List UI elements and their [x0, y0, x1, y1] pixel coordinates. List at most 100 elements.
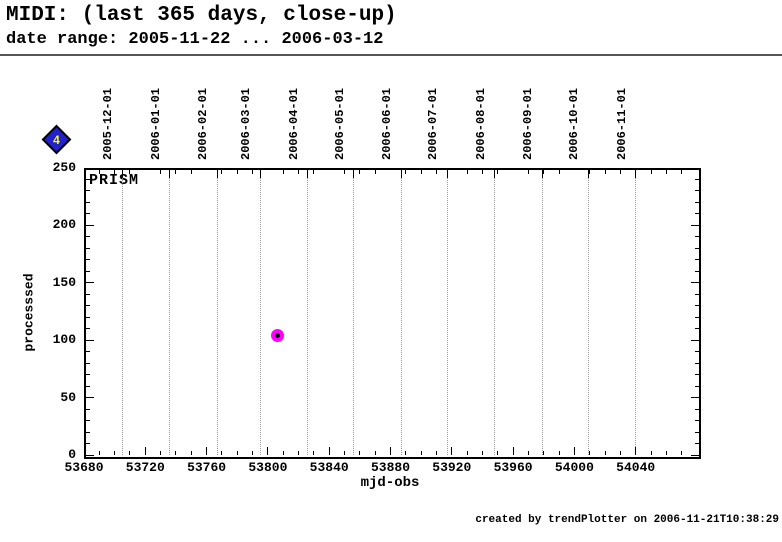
x-tick-label: 53680 — [64, 460, 104, 475]
top-minor-tick — [129, 170, 131, 174]
top-axis-date-label: 2006-09-01 — [521, 87, 536, 160]
top-axis-date-label: 2005-12-01 — [101, 87, 116, 160]
bottom-minor-tick — [435, 451, 437, 455]
x-axis-title: mjd-obs — [360, 475, 420, 491]
x-tick-label: 53960 — [493, 460, 533, 475]
top-minor-tick — [435, 170, 437, 174]
month-gridline — [169, 170, 171, 455]
top-major-tick — [307, 170, 309, 178]
top-major-tick — [121, 170, 123, 178]
left-minor-tick — [86, 259, 90, 261]
top-minor-tick — [497, 170, 499, 174]
right-major-tick — [691, 397, 699, 399]
y-axis-title: processsed — [21, 273, 37, 352]
top-axis-date-label: 2006-05-01 — [332, 87, 347, 160]
x-tick-label: 53800 — [248, 460, 288, 475]
bottom-major-tick — [144, 447, 146, 455]
right-minor-tick — [695, 259, 699, 261]
top-axis-date-label: 2006-03-01 — [239, 87, 254, 160]
x-tick-label: 54040 — [616, 460, 656, 475]
top-major-tick — [259, 170, 261, 178]
left-minor-tick — [86, 328, 90, 330]
bottom-minor-tick — [558, 451, 560, 455]
right-major-tick — [691, 282, 699, 284]
y-tick-label: 250 — [52, 160, 76, 175]
month-gridline — [307, 170, 309, 455]
month-gridline — [353, 170, 355, 455]
bottom-minor-tick — [359, 451, 361, 455]
top-minor-tick — [466, 170, 468, 174]
top-minor-tick — [589, 170, 591, 174]
top-minor-tick — [481, 170, 483, 174]
top-major-tick — [541, 170, 543, 178]
right-minor-tick — [695, 374, 699, 376]
month-gridline — [121, 170, 123, 455]
left-major-tick — [86, 397, 94, 399]
bottom-minor-tick — [619, 451, 621, 455]
top-minor-tick — [665, 170, 667, 174]
top-minor-tick — [650, 170, 652, 174]
bottom-minor-tick — [374, 451, 376, 455]
left-minor-tick — [86, 362, 90, 364]
bottom-minor-tick — [252, 451, 254, 455]
left-minor-tick — [86, 293, 90, 295]
date-range-subtitle: date range: 2005-11-22 ... 2006-03-12 — [6, 30, 384, 49]
right-minor-tick — [695, 385, 699, 387]
bottom-minor-tick — [236, 451, 238, 455]
top-minor-tick — [604, 170, 606, 174]
bottom-minor-tick — [650, 451, 652, 455]
y-tick-label: 200 — [52, 217, 76, 233]
left-minor-tick — [86, 374, 90, 376]
left-major-tick — [86, 454, 94, 456]
top-major-tick — [446, 170, 448, 178]
month-gridline — [635, 170, 637, 455]
top-minor-tick — [190, 170, 192, 174]
top-minor-tick — [252, 170, 254, 174]
bottom-minor-tick — [298, 451, 300, 455]
left-minor-tick — [86, 178, 90, 180]
right-major-tick — [691, 224, 699, 226]
bottom-minor-tick — [604, 451, 606, 455]
top-minor-tick — [543, 170, 545, 174]
bottom-minor-tick — [420, 451, 422, 455]
left-minor-tick — [86, 190, 90, 192]
bottom-major-tick — [267, 447, 269, 455]
right-minor-tick — [695, 443, 699, 445]
month-gridline — [216, 170, 218, 455]
right-minor-tick — [695, 362, 699, 364]
bottom-minor-tick — [190, 451, 192, 455]
top-minor-tick — [619, 170, 621, 174]
bottom-minor-tick — [175, 451, 177, 455]
x-tick-label: 53840 — [309, 460, 349, 475]
x-tick-label: 53720 — [125, 460, 165, 475]
top-minor-tick — [374, 170, 376, 174]
data-point-prism — [270, 329, 284, 343]
top-minor-tick — [681, 170, 683, 174]
month-gridline — [400, 170, 402, 455]
bottom-minor-tick — [98, 451, 100, 455]
top-major-tick — [216, 170, 218, 178]
left-minor-tick — [86, 201, 90, 203]
left-minor-tick — [86, 236, 90, 238]
top-major-tick — [169, 170, 171, 178]
left-minor-tick — [86, 213, 90, 215]
plot-frame — [84, 168, 701, 459]
footer-credit: created by trendPlotter on 2006-11-21T10… — [475, 514, 779, 526]
bottom-minor-tick — [405, 451, 407, 455]
right-minor-tick — [695, 408, 699, 410]
bottom-minor-tick — [221, 451, 223, 455]
top-axis-date-label: 2006-11-01 — [614, 87, 629, 160]
right-major-tick — [691, 339, 699, 341]
top-axis-date-label: 2006-02-01 — [196, 87, 211, 160]
month-gridline — [259, 170, 261, 455]
top-minor-tick — [405, 170, 407, 174]
left-minor-tick — [86, 408, 90, 410]
left-minor-tick — [86, 431, 90, 433]
bottom-minor-tick — [313, 451, 315, 455]
bottom-major-tick — [635, 447, 637, 455]
top-axis-date-label: 2006-01-01 — [148, 87, 163, 160]
top-minor-tick — [221, 170, 223, 174]
top-axis-date-label: 2006-07-01 — [426, 87, 441, 160]
y-tick-label: 100 — [52, 332, 76, 348]
right-major-tick — [691, 454, 699, 456]
